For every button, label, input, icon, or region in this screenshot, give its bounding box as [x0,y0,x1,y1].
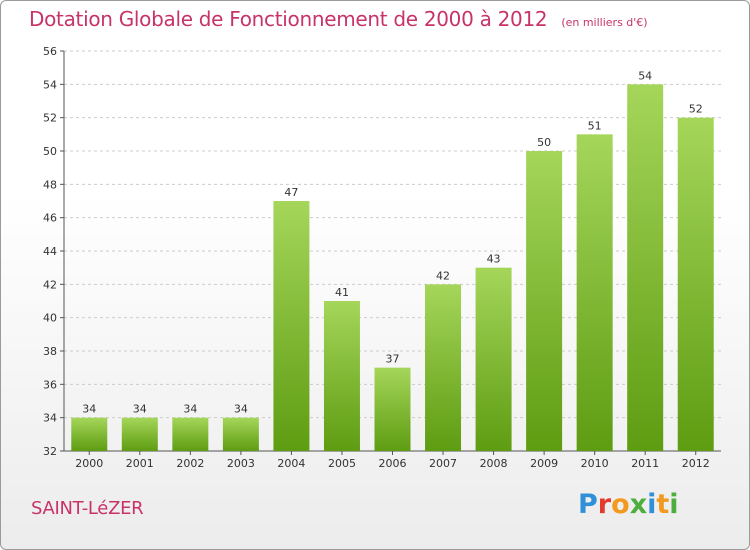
value-label-2010: 51 [588,119,602,132]
y-tick-label: 56 [43,45,57,58]
bar-2000 [71,417,108,451]
bar-2008 [475,267,512,451]
x-tick-label-2009: 2009 [530,457,558,470]
value-label-2006: 37 [386,353,400,366]
x-tick-label-2001: 2001 [126,457,154,470]
x-tick-label-2011: 2011 [631,457,659,470]
bar-2002 [172,417,209,451]
y-tick-label: 38 [43,345,57,358]
value-label-2002: 34 [183,403,197,416]
x-tick-label-2000: 2000 [75,457,103,470]
value-label-2005: 41 [335,286,349,299]
bar-2005 [323,301,360,451]
logo-letter: o [611,489,630,520]
x-tick-label-2010: 2010 [581,457,609,470]
x-tick-label-2004: 2004 [277,457,305,470]
value-label-2001: 34 [133,403,147,416]
x-tick-label-2008: 2008 [480,457,508,470]
value-label-2009: 50 [537,136,551,149]
y-tick-label: 50 [43,145,57,158]
y-tick-label: 32 [43,445,57,458]
bar-2012 [677,117,714,452]
x-tick-label-2002: 2002 [176,457,204,470]
bar-2006 [374,367,411,451]
value-label-2004: 47 [284,186,298,199]
logo-letter: i [647,489,657,520]
logo-letter: i [669,489,679,520]
logo-letter: r [597,489,612,520]
x-tick-label-2003: 2003 [227,457,255,470]
y-tick-label: 44 [43,245,57,258]
value-label-2007: 42 [436,269,450,282]
x-tick-label-2007: 2007 [429,457,457,470]
value-label-2011: 54 [638,69,652,82]
value-label-2012: 52 [689,103,703,116]
value-label-2003: 34 [234,403,248,416]
bar-2010 [576,134,613,452]
bar-2011 [627,84,664,451]
bar-2009 [526,151,563,451]
x-tick-label-2005: 2005 [328,457,356,470]
labels: 32 34 36 38 40 42 44 46 48 50 52 54 56 34 2000 34 2001 34… [43,45,710,470]
commune-name: SAINT-LéZER [31,498,144,519]
value-label-2008: 43 [487,253,501,266]
y-tick-label: 48 [43,178,57,191]
chart-title-row: Dotation Globale de Fonctionnement de 20… [29,7,648,31]
y-tick-label: 42 [43,278,57,291]
logo-letter: t [656,489,670,520]
y-tick-label: 40 [43,312,57,325]
y-tick-label: 54 [43,78,57,91]
logo-letter: x [629,489,648,520]
bar-2007 [425,284,462,451]
value-label-2000: 34 [82,403,96,416]
y-tick-label: 46 [43,212,57,225]
x-tick-label-2006: 2006 [379,457,407,470]
bar-2003 [222,417,259,451]
bar-2001 [121,417,158,451]
proxiti-logo: Proxiti [578,489,679,520]
logo-letter: P [578,489,598,520]
bars [71,84,714,452]
x-tick-label-2012: 2012 [682,457,710,470]
y-tick-label: 52 [43,112,57,125]
y-tick-label: 36 [43,378,57,391]
y-tick-label: 34 [43,412,57,425]
chart-title: Dotation Globale de Fonctionnement de 20… [29,7,548,31]
chart-unit: (en milliers d'€) [561,16,648,29]
bar-2004 [273,201,310,451]
